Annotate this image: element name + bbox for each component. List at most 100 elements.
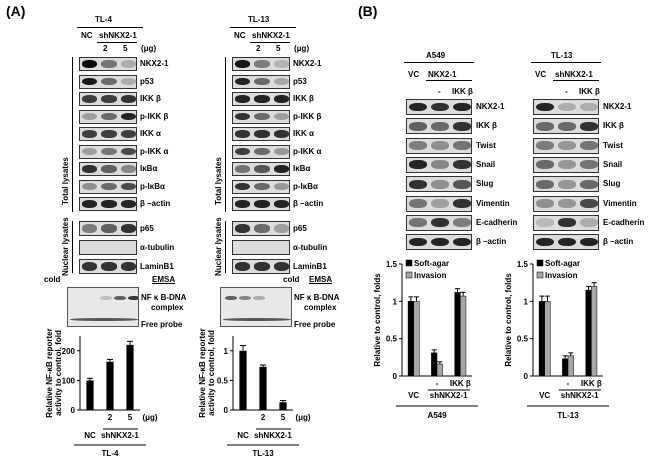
blot-band [273, 130, 289, 138]
blot-band [273, 77, 289, 86]
free-probe-band [223, 318, 291, 321]
y-tick-label: 100 [62, 376, 76, 385]
band-label: p-IκBα [140, 181, 165, 191]
x-tick-label: - [567, 379, 570, 388]
band-label: p65 [140, 224, 154, 233]
bar-soft-agar [407, 301, 414, 377]
title-underline [531, 62, 601, 63]
blot-band [580, 179, 598, 189]
western-blot [533, 99, 599, 115]
blot-band [235, 182, 251, 191]
band-label: p-IκBα [293, 181, 318, 191]
blot-band [558, 160, 576, 170]
blot-band [431, 102, 449, 112]
emsa-complex-band [114, 296, 126, 300]
band-label: IKK β [293, 94, 314, 103]
title-underline [230, 27, 296, 28]
western-blot [406, 118, 472, 135]
free-probe-band [70, 318, 138, 321]
header-minus: - [438, 87, 441, 96]
y-tick-label: 1 [524, 297, 529, 306]
legend-label: Soft-agar [414, 259, 449, 268]
bar [106, 361, 114, 410]
band-label: β –actin [476, 237, 507, 247]
legend-label: Soft-agar [545, 259, 580, 268]
nuclear-lysates-label: Nuclear lysates [214, 217, 223, 276]
band-label: α-tubulin [140, 243, 175, 252]
blot-band [82, 95, 98, 103]
bar-soft-agar [562, 358, 569, 377]
blot-band [82, 200, 98, 208]
blot-band [453, 237, 471, 247]
bar [279, 402, 287, 410]
blot-band [235, 77, 251, 86]
blot-band [235, 200, 251, 208]
blot-band [235, 95, 251, 103]
dose-label: 2 [256, 44, 261, 53]
western-blot [79, 92, 137, 106]
total-lysates-bracket [72, 57, 73, 212]
blot-band [453, 102, 471, 112]
blot-band [409, 199, 427, 208]
blot-band [120, 95, 136, 103]
title-underline [404, 62, 474, 63]
western-blot [406, 234, 472, 251]
x-group-shnkx2-1: shNKX2-1 [254, 431, 292, 440]
western-blot [79, 240, 137, 255]
band-label: Slug [603, 179, 621, 189]
blot-band [536, 218, 554, 228]
bar-soft-agar [585, 289, 592, 377]
blot-band [101, 200, 117, 208]
header-vc: VC [535, 70, 547, 79]
x-tick-label: 5 [281, 413, 286, 422]
blot-band [101, 77, 117, 86]
blot-band [120, 130, 136, 138]
blot-band [120, 165, 136, 173]
blot-band [453, 141, 471, 150]
bar-invasion [460, 295, 467, 377]
blot-band [273, 262, 289, 271]
western-blot [79, 162, 137, 176]
blot-band [431, 218, 449, 228]
emsa-cold-label: cold [44, 275, 61, 284]
blot-band [558, 141, 576, 150]
western-blot [232, 240, 290, 255]
band-label: IKK α [293, 129, 314, 138]
y-axis-label: activity to control, fold [207, 330, 216, 416]
bar-soft-agar [454, 292, 461, 377]
x-tick-label: 5 [128, 413, 133, 422]
x-tick-label: 2 [261, 413, 266, 422]
blot-band [409, 102, 427, 112]
y-axis-label: Relative NF-κB reporter [198, 328, 207, 417]
band-label: IKK β [603, 121, 624, 131]
unit-label: (μg) [294, 44, 310, 53]
blot-band [273, 147, 289, 156]
western-blot [406, 137, 472, 154]
blot-band [82, 224, 98, 233]
header-nc: NC [81, 31, 93, 40]
y-tick-label: 1 [393, 297, 398, 306]
blot-band [254, 112, 270, 121]
blot-band [82, 130, 98, 138]
emsa-free-probe-label: Free probe [141, 320, 183, 329]
emsa-complex-label: complex [151, 303, 184, 312]
blot-band [536, 121, 554, 131]
band-label: p-IKK α [140, 146, 169, 156]
header-underline [97, 42, 137, 43]
y-tick-label: 1 [224, 347, 229, 356]
blot-band [101, 165, 117, 173]
emsa-label: EMSA [309, 275, 333, 284]
legend-swatch [405, 259, 413, 267]
emsa-complex-band [225, 296, 237, 300]
western-blot [533, 156, 599, 173]
blot-band [120, 77, 136, 86]
blot-band [536, 237, 554, 247]
blot-band [273, 200, 289, 208]
y-tick-label: 0 [71, 406, 76, 415]
blot-band [120, 262, 136, 271]
blot-band [536, 179, 554, 189]
band-label: β –actin [140, 199, 171, 208]
y-tick-label: 1.5 [386, 260, 398, 269]
western-blot [232, 144, 290, 159]
blot-band [431, 199, 449, 208]
